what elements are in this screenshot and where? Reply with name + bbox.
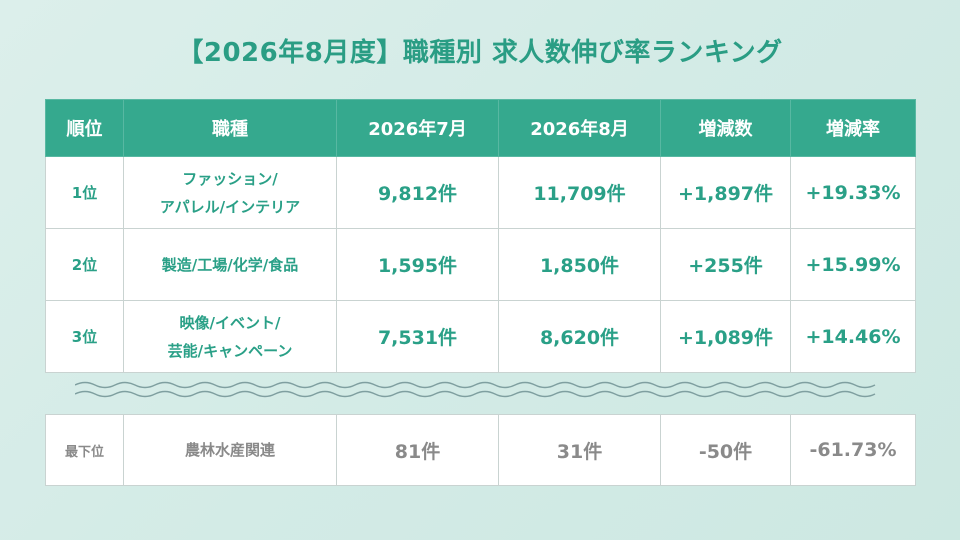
job-line: ファッション/ [124, 165, 336, 193]
diff-cell: +1,089件 [661, 301, 791, 373]
job-line: 芸能/キャンペーン [124, 337, 336, 365]
job-line: 製造/工場/化学/食品 [124, 251, 336, 279]
header-diff: 増減数 [661, 100, 791, 157]
rank-cell: 3位 [46, 301, 124, 373]
rate-cell: -61.73% [791, 415, 916, 486]
header-rank: 順位 [46, 100, 124, 157]
job-line: 映像/イベント/ [124, 309, 336, 337]
july-cell: 9,812件 [337, 157, 499, 229]
table-row: 3位 映像/イベント/ 芸能/キャンペーン 7,531件 8,620件 +1,0… [46, 301, 916, 373]
header-job: 職種 [124, 100, 337, 157]
header-july: 2026年7月 [337, 100, 499, 157]
july-cell: 1,595件 [337, 229, 499, 301]
wave-divider [75, 378, 885, 402]
diff-cell: +255件 [661, 229, 791, 301]
august-cell: 1,850件 [499, 229, 661, 301]
table-row: 最下位 農林水産関連 81件 31件 -50件 -61.73% [46, 415, 916, 486]
job-cell: 農林水産関連 [124, 415, 337, 486]
july-cell: 7,531件 [337, 301, 499, 373]
page-title: 【2026年8月度】職種別 求人数伸び率ランキング [0, 32, 960, 69]
july-cell: 81件 [337, 415, 499, 486]
header-rate: 増減率 [791, 100, 916, 157]
bottom-rank-table: 最下位 農林水産関連 81件 31件 -50件 -61.73% [45, 414, 916, 486]
rank-cell: 2位 [46, 229, 124, 301]
job-cell: ファッション/ アパレル/インテリア [124, 157, 337, 229]
job-cell: 映像/イベント/ 芸能/キャンペーン [124, 301, 337, 373]
header-row: 順位 職種 2026年7月 2026年8月 増減数 増減率 [46, 100, 916, 157]
job-cell: 製造/工場/化学/食品 [124, 229, 337, 301]
header-august: 2026年8月 [499, 100, 661, 157]
august-cell: 31件 [499, 415, 661, 486]
rate-cell: +14.46% [791, 301, 916, 373]
diff-cell: +1,897件 [661, 157, 791, 229]
august-cell: 8,620件 [499, 301, 661, 373]
rank-cell: 最下位 [46, 415, 124, 486]
job-line: アパレル/インテリア [124, 193, 336, 221]
table-row: 1位 ファッション/ アパレル/インテリア 9,812件 11,709件 +1,… [46, 157, 916, 229]
ranking-table: 順位 職種 2026年7月 2026年8月 増減数 増減率 1位 ファッション/… [45, 99, 916, 373]
diff-cell: -50件 [661, 415, 791, 486]
august-cell: 11,709件 [499, 157, 661, 229]
rate-cell: +15.99% [791, 229, 916, 301]
table-row: 2位 製造/工場/化学/食品 1,595件 1,850件 +255件 +15.9… [46, 229, 916, 301]
rank-cell: 1位 [46, 157, 124, 229]
rate-cell: +19.33% [791, 157, 916, 229]
